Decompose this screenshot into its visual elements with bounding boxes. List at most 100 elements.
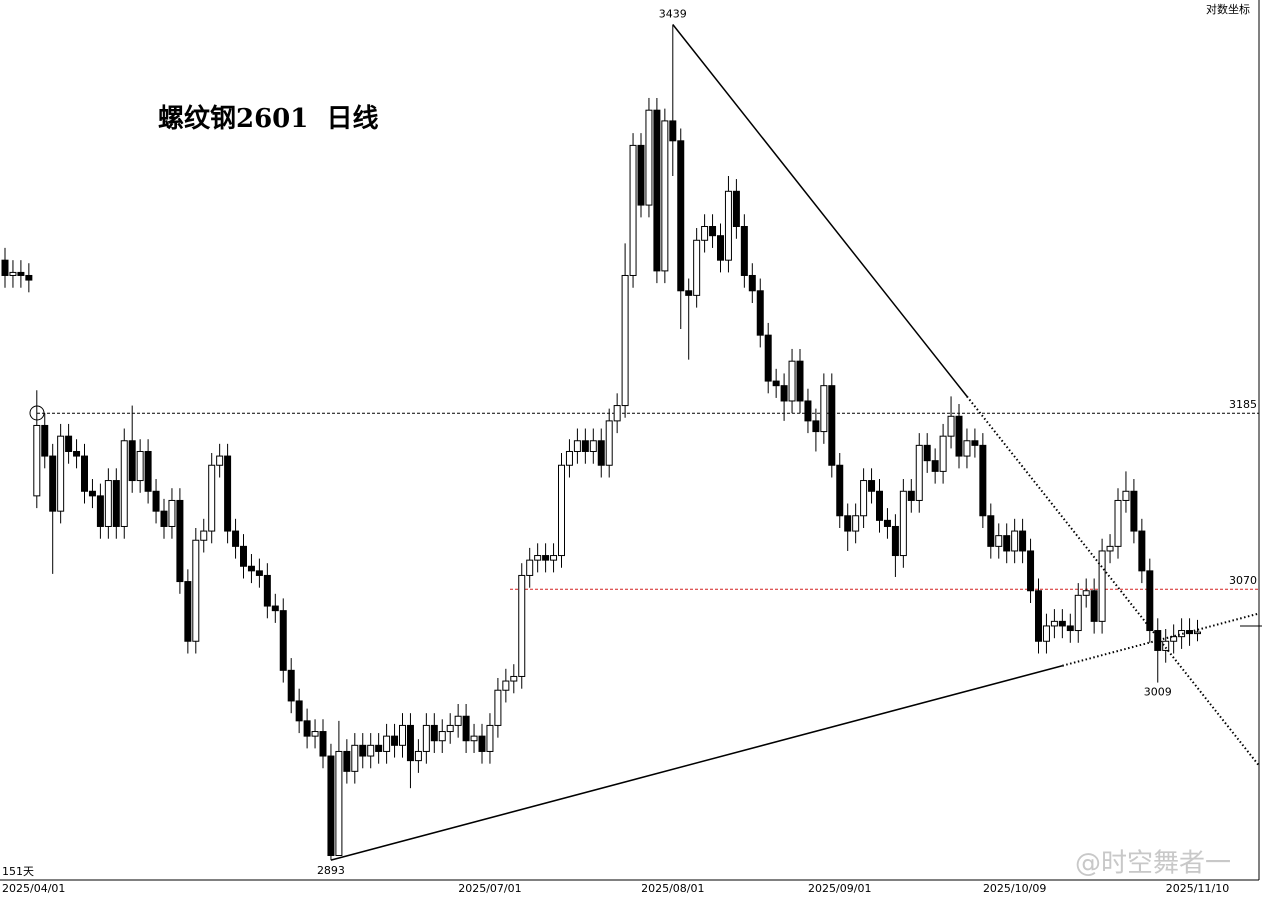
candle-body	[1178, 630, 1186, 638]
candle-body	[303, 720, 311, 737]
candle-body	[184, 581, 192, 642]
candle-body	[1138, 530, 1146, 572]
candle-body	[915, 444, 923, 501]
candle-body	[804, 400, 812, 422]
candle-body	[613, 405, 621, 422]
candle-body	[1042, 625, 1050, 642]
candle-body	[860, 480, 868, 517]
candle-body	[422, 724, 430, 752]
candle-body	[1106, 545, 1114, 552]
candle-body	[1074, 594, 1082, 632]
candle-body	[96, 495, 104, 527]
candle-body	[558, 464, 565, 557]
candle-body	[319, 731, 327, 757]
day-count: 151天	[2, 865, 34, 878]
candle-body	[120, 440, 128, 527]
candle-body	[939, 435, 947, 472]
candle-body	[693, 239, 701, 296]
trendline-extension	[966, 395, 1260, 767]
candle-body	[383, 735, 391, 752]
candle-body	[1170, 636, 1178, 642]
candle-body	[518, 574, 526, 677]
trendline	[330, 665, 1063, 861]
candle-body	[200, 530, 208, 541]
candle-body	[351, 744, 359, 772]
candle-body	[494, 689, 502, 726]
candle-body	[176, 499, 184, 583]
candle-body	[963, 440, 971, 457]
candle-body	[1019, 530, 1027, 552]
candle-body	[653, 109, 661, 272]
candle-body	[247, 565, 255, 572]
candle-body	[756, 290, 764, 336]
x-tick-label: 2025/07/01	[458, 882, 521, 895]
candle-body	[335, 750, 343, 857]
candle-body	[136, 450, 144, 482]
candle-body	[724, 190, 732, 261]
value-label: 3439	[659, 7, 687, 20]
candle-body	[430, 724, 438, 742]
candle-body	[1146, 570, 1154, 632]
x-tick-label: 2025/11/10	[1166, 882, 1229, 895]
candle-body	[510, 675, 518, 682]
candle-body	[605, 420, 613, 466]
candle-body	[446, 724, 454, 733]
candle-body	[414, 750, 422, 762]
candle-body	[836, 464, 844, 517]
candle-body	[240, 545, 247, 567]
trendline	[672, 24, 968, 397]
candle-body	[701, 226, 709, 241]
candle-body	[876, 490, 883, 521]
candle-body	[9, 271, 17, 276]
candle-body	[597, 440, 605, 466]
candle-body	[812, 420, 820, 433]
candle-body	[1058, 620, 1066, 627]
candle-body	[1154, 630, 1162, 651]
candle-body	[295, 700, 303, 722]
candle-body	[470, 735, 478, 742]
candle-body	[33, 424, 41, 497]
candle-body	[573, 440, 581, 452]
candle-body	[1050, 620, 1058, 627]
candle-body	[732, 190, 740, 228]
candle-body	[1130, 490, 1138, 532]
candle-body	[907, 490, 915, 501]
candle-body	[478, 735, 486, 752]
candle-body	[128, 440, 136, 482]
candle-body	[88, 490, 96, 497]
candle-body	[764, 334, 772, 382]
candle-body	[883, 519, 891, 527]
candle-body	[1066, 625, 1074, 632]
candle-body	[995, 535, 1003, 547]
candle-body	[645, 109, 653, 206]
candle-body	[49, 455, 57, 512]
candle-body	[399, 724, 406, 746]
candle-body	[1, 259, 9, 276]
candle-body	[367, 744, 375, 757]
candle-body	[772, 380, 780, 387]
candle-body	[1162, 640, 1170, 651]
candle-body	[57, 435, 65, 512]
candle-body	[81, 455, 88, 492]
candle-body	[717, 235, 724, 261]
candle-body	[1098, 550, 1106, 622]
candle-body	[311, 731, 319, 737]
chart-title: 螺纹钢2601 日线	[158, 103, 378, 134]
candle-body	[947, 415, 955, 437]
candle-body	[486, 724, 494, 752]
candle-body	[263, 574, 271, 607]
x-tick-label: 2025/04/01	[2, 882, 65, 895]
candle-body	[565, 450, 573, 466]
candle-body	[1003, 535, 1011, 552]
candle-body	[788, 360, 796, 402]
candle-body	[987, 515, 995, 547]
candle-body	[971, 440, 979, 446]
candle-body	[1011, 530, 1019, 552]
scale-button[interactable]: 对数坐标	[1206, 2, 1250, 16]
candle-body	[534, 555, 542, 561]
candle-body	[661, 120, 669, 272]
candle-body	[1194, 631, 1201, 635]
candle-body	[589, 440, 597, 452]
candle-body	[923, 444, 931, 462]
